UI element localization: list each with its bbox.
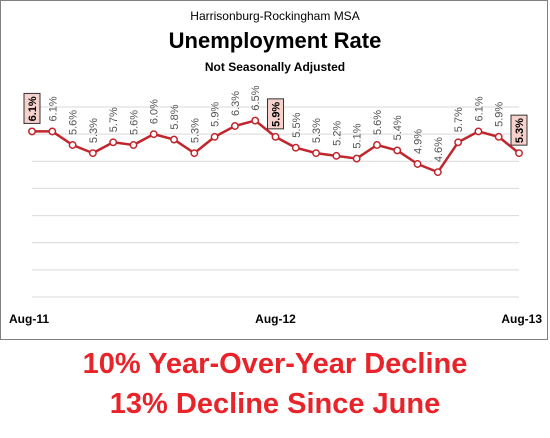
data-label: 6.5% xyxy=(250,85,262,110)
data-point xyxy=(251,116,260,125)
region-label: Harrisonburg-Rockingham MSA xyxy=(190,9,360,23)
data-point xyxy=(170,135,178,144)
data-point xyxy=(28,127,36,136)
data-point xyxy=(494,132,503,141)
data-label: 5.8% xyxy=(169,104,181,129)
data-label: 5.9% xyxy=(210,102,222,127)
data-label: 5.9% xyxy=(494,102,506,127)
data-point xyxy=(230,122,239,130)
data-label: 5.7% xyxy=(453,107,465,132)
data-label: 5.7% xyxy=(108,107,120,132)
data-point xyxy=(210,132,219,141)
x-tick-label: Aug-13 xyxy=(501,312,542,326)
data-point xyxy=(129,141,138,149)
data-point xyxy=(413,160,422,168)
data-label: 6.1% xyxy=(47,96,59,121)
chart-title: Unemployment Rate xyxy=(168,28,382,53)
data-label: 5.3% xyxy=(514,118,526,143)
data-label: 4.6% xyxy=(433,137,445,162)
data-label: 5.5% xyxy=(291,112,303,137)
x-tick-label: Aug-12 xyxy=(255,312,296,326)
data-point xyxy=(109,138,118,147)
line-chart: 6.1% 6.1% 5.6% 5.3% 5.7% 5.6% 6.0% 5.8% 5.3% 5.9%… xyxy=(9,85,542,326)
data-label: 5.6% xyxy=(372,110,384,135)
data-label: 5.6% xyxy=(68,110,80,135)
data-point xyxy=(68,141,77,149)
data-point xyxy=(433,168,442,177)
data-label: 5.2% xyxy=(331,121,343,146)
data-label: 5.6% xyxy=(128,110,140,135)
data-point xyxy=(312,149,321,158)
data-label: 5.3% xyxy=(311,118,323,143)
x-tick-label: Aug-11 xyxy=(9,312,49,326)
data-point xyxy=(48,127,57,136)
data-label: 6.1% xyxy=(27,96,39,121)
data-label-box xyxy=(510,114,528,146)
data-label-box xyxy=(267,98,284,130)
footer-june-decline: 13% Decline Since June xyxy=(109,388,441,420)
data-label: 6.0% xyxy=(149,99,161,124)
chart-frame: Harrisonburg-Rockingham MSA Unemployment… xyxy=(0,0,548,340)
data-label: 6.3% xyxy=(230,91,242,116)
data-label: 5.3% xyxy=(88,118,100,143)
data-point xyxy=(332,151,341,160)
data-point xyxy=(190,149,199,158)
data-point xyxy=(149,130,158,139)
data-label: 6.1% xyxy=(473,96,485,121)
data-point xyxy=(271,132,280,141)
data-point xyxy=(373,141,381,149)
data-label: 5.1% xyxy=(352,123,364,148)
chart-subtitle: Not Seasonally Adjusted xyxy=(204,60,346,74)
data-point xyxy=(454,138,463,147)
data-label: 4.9% xyxy=(413,129,425,154)
data-label: 5.9% xyxy=(271,102,283,127)
data-point xyxy=(515,149,523,158)
data-point xyxy=(352,154,361,163)
data-point xyxy=(474,127,483,136)
data-point xyxy=(291,143,300,152)
data-point xyxy=(88,149,97,158)
data-point xyxy=(393,146,402,155)
data-label: 5.4% xyxy=(392,115,404,140)
data-label: 5.3% xyxy=(189,118,201,143)
footer-yoy-decline: 10% Year-Over-Year Decline xyxy=(82,348,468,380)
data-label-box xyxy=(23,92,41,124)
